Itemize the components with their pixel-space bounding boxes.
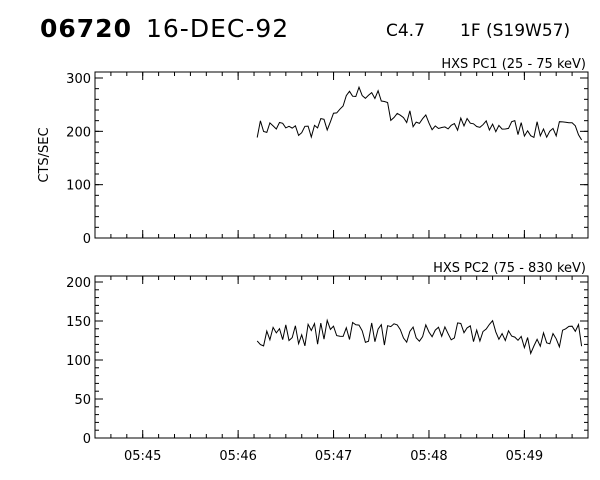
data-point [428,333,429,334]
y-axis-label: CTS/SEC [37,127,52,182]
x-tick-label: 05:49 [506,449,543,464]
panel-title: HXS PC1 (25 - 75 keV) [441,57,586,72]
data-point [276,125,277,126]
data-point [543,338,544,339]
series-line [256,85,583,141]
data-point [562,128,563,129]
y-tick-label: 100 [66,354,91,369]
panel-1: HXS PC1 (25 - 75 keV) 0 100 200 300 CTS/SEC [37,57,589,247]
data-point [447,125,448,126]
data-point [314,128,315,129]
y-tick-label: 0 [83,432,91,447]
data-point [486,128,487,129]
data-point [333,120,334,121]
y-tick-label: 0 [83,232,91,247]
y-tick-label: 200 [66,125,91,140]
event-id: 06720 [40,14,132,43]
data-point [352,328,353,329]
data-point [505,332,506,333]
y-tick-label: 300 [66,72,91,87]
data-point [428,123,429,124]
data-point [486,330,487,331]
panel-2: HXS PC2 (75 - 830 keV) 0 50 100 150 200 05:45 0… [66,261,589,464]
x-tick-label: 05:48 [410,449,447,464]
panel-title: HXS PC2 (75 - 830 keV) [433,261,586,276]
data-point [409,336,410,337]
data-point [314,333,315,334]
data-point [276,332,277,333]
flare-location: 1F (S19W57) [460,21,571,41]
data-point [257,334,258,335]
y-tick-label: 50 [74,393,91,408]
data-point [467,124,468,125]
data-point [581,131,582,132]
event-date: 16-DEC-92 [146,14,290,43]
y-tick-label: 200 [66,276,91,291]
data-point [524,128,525,129]
data-point [447,331,448,332]
data-point [295,131,296,132]
data-point [333,330,334,331]
data-point [295,334,296,335]
plot-frame [94,71,589,239]
series-line [256,318,583,356]
x-tick-label: 05:47 [315,449,352,464]
data-point [562,336,563,337]
data-point [371,332,372,333]
x-tick-label: 05:45 [124,449,161,464]
data-point [390,334,391,335]
y-tick-label: 150 [66,315,91,330]
x-tick-label: 05:46 [219,449,256,464]
y-tick-label: 100 [66,179,91,194]
data-point [505,125,506,126]
data-point [409,117,410,118]
data-point [543,131,544,132]
data-point [467,336,468,337]
goes-class: C4.7 [386,21,425,41]
data-point [581,334,582,335]
data-point [390,112,391,113]
data-point [371,91,372,92]
plot-frame [94,275,589,439]
data-point [352,93,353,94]
data-point [257,128,258,129]
data-point [524,344,525,345]
